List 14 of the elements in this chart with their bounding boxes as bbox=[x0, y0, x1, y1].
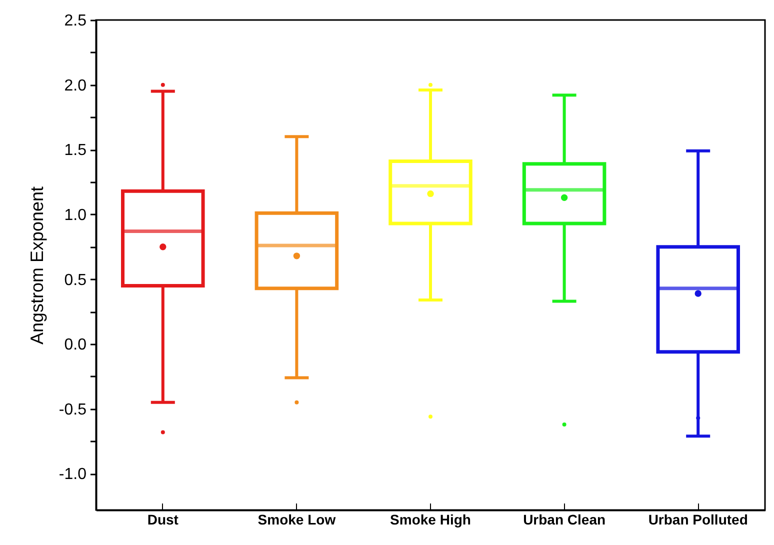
y-tick-label: -0.5 bbox=[58, 401, 87, 418]
y-tick-label: 1.5 bbox=[64, 142, 87, 160]
y-tick-label: 2.5 bbox=[64, 12, 87, 30]
x-tick-label: Urban Clean bbox=[523, 512, 606, 528]
y-tick-label: 0.0 bbox=[64, 336, 87, 354]
y-tick-label: -1.0 bbox=[58, 466, 87, 484]
y-axis-title: Angstrom Exponent bbox=[26, 186, 47, 345]
y-tick-label: 0.5 bbox=[64, 272, 87, 289]
y-tick-label: 2.0 bbox=[64, 77, 87, 94]
x-tick-label: Dust bbox=[147, 512, 179, 528]
x-tick-label: Smoke High bbox=[390, 512, 471, 528]
x-tick-label: Urban Polluted bbox=[648, 512, 748, 528]
x-tick-label: Smoke Low bbox=[258, 512, 336, 528]
y-tick-label: 1.0 bbox=[64, 206, 87, 224]
